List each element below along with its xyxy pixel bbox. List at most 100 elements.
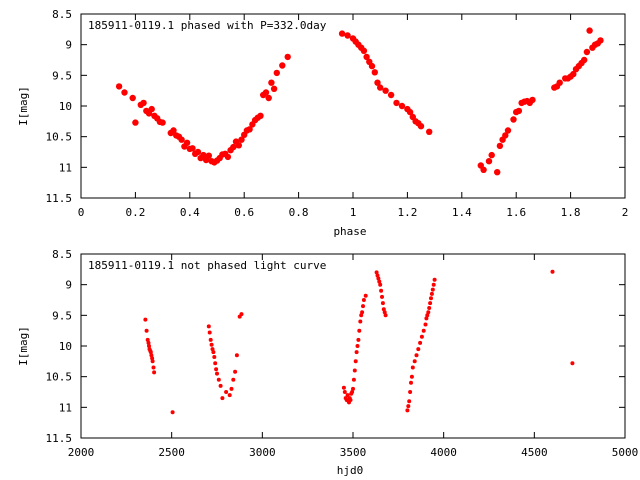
data-point: [355, 344, 360, 348]
y-axis-label: I[mag]: [17, 86, 30, 126]
data-point: [363, 53, 370, 61]
data-point: [570, 70, 577, 78]
data-point: [148, 105, 155, 113]
data-point: [229, 386, 234, 391]
data-point: [220, 396, 225, 401]
data-point: [515, 107, 523, 115]
data-point: [224, 390, 229, 394]
data-point: [358, 319, 363, 324]
data-point: [150, 356, 155, 361]
data-point: [350, 390, 355, 394]
data-point: [143, 317, 148, 322]
data-point: [140, 99, 147, 107]
data-point: [430, 287, 435, 292]
data-point: [357, 328, 362, 333]
data-point: [496, 142, 504, 150]
data-point: [354, 350, 359, 355]
data-point: [480, 166, 487, 173]
data-point: [412, 359, 417, 364]
data-point: [341, 385, 346, 390]
data-point: [213, 361, 218, 366]
data-point: [494, 169, 501, 176]
data-point: [380, 294, 384, 299]
data-point: [581, 56, 588, 64]
data-point: [418, 340, 423, 345]
x-tick-label: 4000: [430, 446, 457, 459]
x-tick-label: 0.2: [125, 206, 145, 219]
data-point: [374, 270, 379, 275]
y-tick-label: 9.5: [52, 69, 72, 82]
data-point: [214, 367, 219, 372]
data-point: [210, 347, 215, 352]
data-point: [270, 85, 278, 93]
data-point: [409, 374, 414, 379]
x-tick-label: 2: [622, 206, 629, 219]
data-point: [583, 48, 591, 56]
y-tick-label: 10: [59, 340, 72, 353]
data-point: [570, 361, 575, 366]
data-points: [115, 27, 604, 176]
x-axis-label: hjd0: [337, 464, 364, 477]
y-tick-label: 8.5: [52, 8, 72, 21]
data-point: [170, 127, 177, 134]
data-point: [356, 337, 361, 342]
y-tick-label: 9.5: [52, 309, 72, 322]
y-tick-label: 11: [59, 161, 72, 174]
data-point: [279, 62, 286, 69]
data-point: [429, 296, 433, 301]
data-point: [419, 334, 424, 339]
data-point: [550, 269, 555, 274]
data-point: [146, 340, 151, 345]
data-point: [218, 383, 223, 388]
x-tick-label: 0: [78, 206, 85, 219]
data-point: [371, 69, 378, 76]
data-point: [360, 310, 365, 315]
data-point: [406, 108, 414, 116]
data-point: [145, 337, 150, 342]
data-point: [239, 312, 244, 317]
y-tick-label: 9: [65, 39, 72, 52]
data-point: [345, 393, 350, 398]
data-point: [398, 102, 406, 110]
data-point: [211, 350, 216, 355]
data-point: [426, 128, 433, 135]
y-tick-label: 10.5: [46, 131, 73, 144]
data-point: [152, 370, 157, 375]
data-point: [149, 353, 154, 358]
data-point: [363, 293, 368, 298]
data-point: [409, 380, 413, 385]
x-tick-label: 0.4: [180, 206, 200, 219]
data-point: [144, 328, 149, 333]
data-point: [424, 316, 429, 321]
data-point: [273, 69, 280, 77]
data-point: [432, 277, 437, 282]
data-point: [189, 145, 196, 152]
unphased-light-curve-panel: I[mag] hjd0 185911-0119.1 not phased lig…: [17, 248, 638, 477]
x-axis-label: phase: [333, 225, 366, 238]
data-point: [429, 291, 434, 296]
data-point: [380, 301, 385, 306]
data-point: [348, 398, 353, 402]
y-tick-label: 8.5: [52, 248, 72, 261]
chart-title: 185911-0119.1 phased with P=332.0day: [88, 19, 327, 32]
data-point: [421, 328, 426, 333]
data-point: [387, 91, 395, 99]
data-point: [194, 148, 202, 156]
data-point: [375, 273, 380, 278]
data-point: [200, 151, 207, 159]
data-point: [230, 143, 237, 151]
axis-ticks: 2000 2500 3000 3500 4000 4500 5000 8.5 9 9.5 10 10.…: [46, 248, 639, 459]
y-tick-label: 11.5: [46, 192, 73, 205]
data-point: [360, 47, 368, 54]
data-point: [235, 142, 242, 149]
data-point: [383, 313, 388, 318]
data-point: [351, 377, 356, 382]
data-point: [129, 94, 136, 102]
data-point: [207, 330, 212, 335]
y-tick-label: 11.5: [46, 432, 73, 445]
data-point: [147, 344, 151, 348]
data-point: [408, 390, 413, 394]
x-tick-label: 1.4: [452, 206, 472, 219]
data-point: [379, 288, 384, 293]
